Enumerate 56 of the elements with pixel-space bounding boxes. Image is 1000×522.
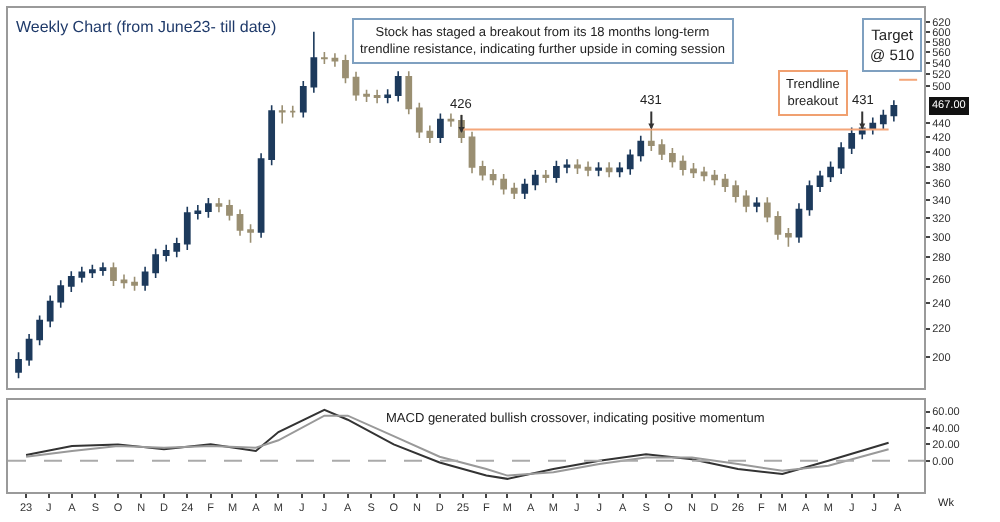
candlestick (226, 198, 233, 222)
candlestick (816, 169, 824, 193)
candlestick (595, 161, 602, 178)
candlestick (742, 189, 750, 213)
candlestick (131, 276, 138, 292)
candlestick (110, 261, 117, 287)
candlestick (247, 223, 254, 244)
candlestick (268, 104, 276, 167)
candlestick (15, 351, 22, 380)
candlestick (468, 130, 476, 174)
candlestick (405, 70, 413, 115)
candlestick (669, 147, 676, 169)
candlestick (120, 273, 128, 290)
candlestick (700, 166, 708, 182)
candlestick (531, 169, 539, 192)
candlestick (99, 261, 107, 277)
candlestick (342, 53, 349, 85)
candlestick (553, 159, 560, 184)
candlestick (753, 196, 761, 213)
candlestick (574, 158, 581, 175)
candlestick (88, 263, 96, 279)
candlestick (563, 158, 571, 174)
candlestick (384, 88, 392, 105)
candlestick (437, 112, 444, 144)
candlestick (394, 70, 402, 103)
candlestick (205, 197, 212, 219)
candlestick (690, 162, 697, 179)
candlestick (215, 197, 223, 213)
candlestick (479, 159, 486, 182)
candlestick (679, 154, 687, 177)
candlestick (25, 333, 33, 367)
candlestick (447, 112, 455, 128)
candlestick (321, 51, 328, 65)
candlestick (36, 314, 44, 346)
candlestick (542, 169, 550, 184)
candlestick (795, 202, 803, 244)
text: Weekly Chart (from June23- till date) (16, 18, 277, 36)
candlestick (278, 104, 286, 125)
candlestick (827, 160, 834, 183)
candlestick (521, 177, 529, 200)
candlestick (711, 169, 718, 187)
candlestick (236, 208, 244, 237)
candlestick (152, 248, 160, 279)
candlestick (616, 161, 624, 178)
candlestick (257, 152, 265, 239)
candlestick (605, 161, 613, 178)
candlestick (584, 160, 592, 178)
candlestick (363, 89, 370, 103)
candlestick (331, 52, 339, 68)
candlestick (785, 227, 792, 248)
candlestick (806, 179, 813, 217)
candlestick (510, 182, 518, 200)
candlestick (289, 105, 297, 119)
candlestick (373, 89, 381, 105)
candlestick (352, 70, 360, 102)
candlestick (141, 266, 149, 292)
